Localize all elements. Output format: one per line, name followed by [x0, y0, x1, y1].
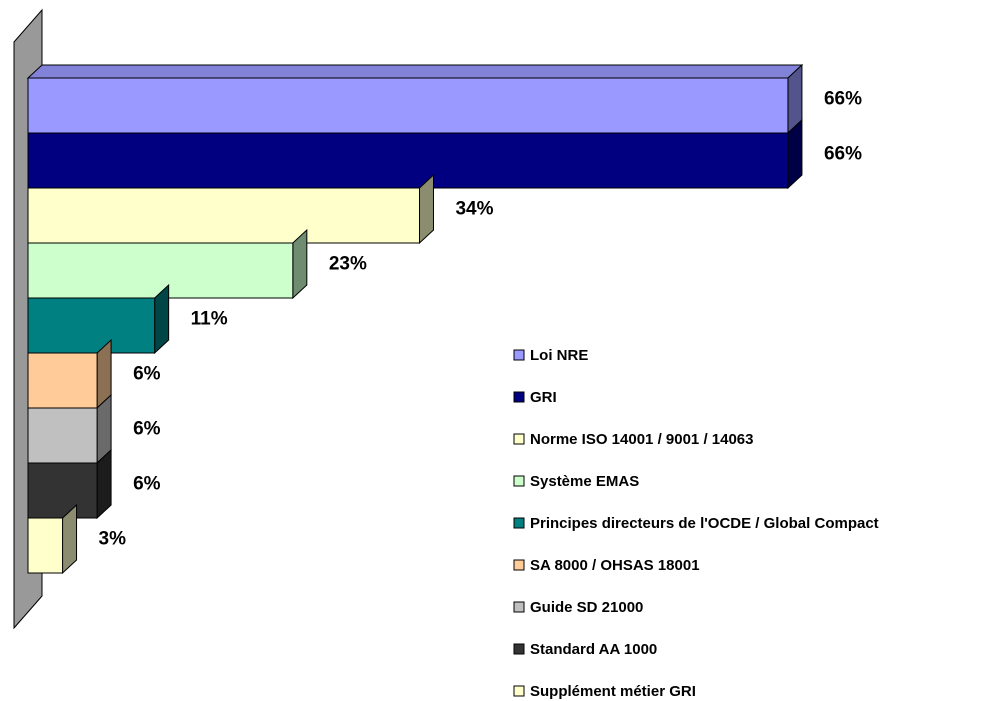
- legend-swatch: [513, 685, 525, 697]
- bar: [27, 242, 294, 299]
- bar: [27, 407, 98, 464]
- bar-top: [26, 64, 804, 79]
- data-label: 6%: [133, 474, 161, 495]
- legend-swatch: [513, 601, 525, 613]
- bar: [27, 132, 789, 189]
- legend-label: Guide SD 21000: [530, 599, 643, 616]
- legend-label: Système EMAS: [530, 473, 639, 490]
- data-label: 66%: [824, 144, 862, 165]
- legend-label: Standard AA 1000: [530, 641, 657, 658]
- legend-swatch: [513, 475, 525, 487]
- legend-label: GRI: [530, 389, 557, 406]
- bar: [27, 187, 420, 244]
- legend-swatch: [513, 349, 525, 361]
- legend-swatch: [513, 559, 525, 571]
- data-label: 23%: [329, 254, 367, 275]
- data-label: 6%: [133, 419, 161, 440]
- bar: [27, 517, 64, 574]
- bar: [27, 462, 98, 519]
- legend-label: SA 8000 / OHSAS 18001: [530, 557, 700, 574]
- data-label: 11%: [191, 309, 228, 330]
- legend-swatch: [513, 391, 525, 403]
- bar: [27, 297, 156, 354]
- data-label: 6%: [133, 364, 161, 385]
- bar: [27, 77, 789, 134]
- legend-label: Loi NRE: [530, 347, 588, 364]
- data-label: 3%: [99, 529, 127, 550]
- legend-swatch: [513, 643, 525, 655]
- legend-swatch: [513, 433, 525, 445]
- legend-swatch: [513, 517, 525, 529]
- legend-label: Principes directeurs de l'OCDE / Global …: [530, 515, 879, 532]
- bar: [27, 352, 98, 409]
- legend-label: Supplément métier GRI: [530, 683, 696, 700]
- data-label: 34%: [455, 199, 493, 220]
- legend-label: Norme ISO 14001 / 9001 / 14063: [530, 431, 753, 448]
- data-label: 66%: [824, 89, 862, 110]
